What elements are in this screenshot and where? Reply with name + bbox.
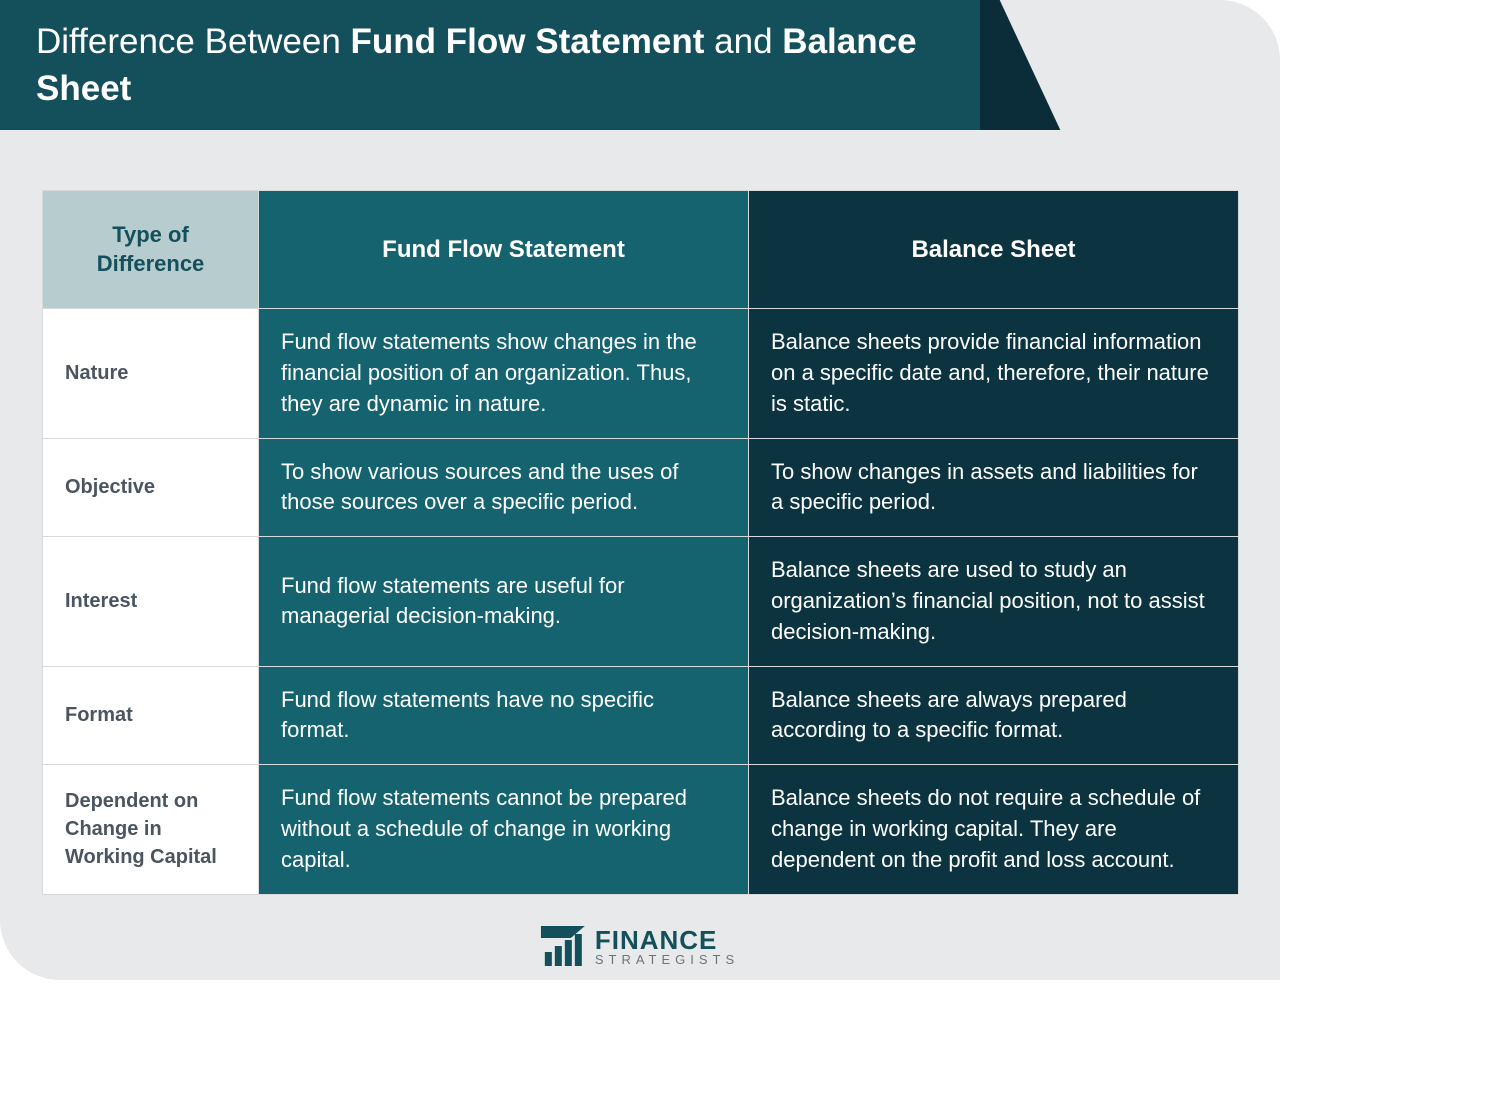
row-fund-flow: Fund flow statements are useful for mana… [259, 537, 749, 666]
title-prefix: Difference Between [36, 22, 351, 61]
row-balance-sheet: Balance sheets are used to study an orga… [749, 537, 1239, 666]
table-row: Format Fund flow statements have no spec… [43, 666, 1239, 765]
infographic-card: Difference Between Fund Flow Statement a… [0, 0, 1280, 980]
table-header-row: Type of Difference Fund Flow Statement B… [43, 191, 1239, 309]
brand-logo: FINANCE STRATEGISTS [541, 926, 739, 966]
row-balance-sheet: Balance sheets do not require a schedule… [749, 765, 1239, 894]
row-fund-flow: Fund flow statements cannot be prepared … [259, 765, 749, 894]
logo-mark-icon [541, 926, 585, 966]
title-banner: Difference Between Fund Flow Statement a… [0, 0, 980, 130]
comparison-table-wrap: Type of Difference Fund Flow Statement B… [42, 190, 1238, 895]
header-type-of-difference: Type of Difference [43, 191, 259, 309]
row-balance-sheet: Balance sheets are always prepared accor… [749, 666, 1239, 765]
header-balance-sheet: Balance Sheet [749, 191, 1239, 309]
table-row: Dependent on Change in Working Capital F… [43, 765, 1239, 894]
page-title: Difference Between Fund Flow Statement a… [36, 18, 944, 113]
title-bar: Difference Between Fund Flow Statement a… [0, 0, 980, 130]
row-label: Interest [43, 537, 259, 666]
row-fund-flow: Fund flow statements have no specific fo… [259, 666, 749, 765]
row-label: Format [43, 666, 259, 765]
logo-line-1: FINANCE [595, 927, 739, 953]
header-fund-flow-statement: Fund Flow Statement [259, 191, 749, 309]
table-row: Objective To show various sources and th… [43, 438, 1239, 537]
row-fund-flow: To show various sources and the uses of … [259, 438, 749, 537]
row-label: Nature [43, 309, 259, 438]
table-row: Nature Fund flow statements show changes… [43, 309, 1239, 438]
logo-text: FINANCE STRATEGISTS [595, 927, 739, 966]
row-balance-sheet: Balance sheets provide financial informa… [749, 309, 1239, 438]
logo-line-2: STRATEGISTS [595, 953, 739, 966]
comparison-table: Type of Difference Fund Flow Statement B… [42, 190, 1239, 895]
title-bold-1: Fund Flow Statement [351, 22, 705, 61]
title-mid: and [704, 22, 782, 61]
row-label: Dependent on Change in Working Capital [43, 765, 259, 894]
row-label: Objective [43, 438, 259, 537]
row-fund-flow: Fund flow statements show changes in the… [259, 309, 749, 438]
table-row: Interest Fund flow statements are useful… [43, 537, 1239, 666]
row-balance-sheet: To show changes in assets and liabilitie… [749, 438, 1239, 537]
